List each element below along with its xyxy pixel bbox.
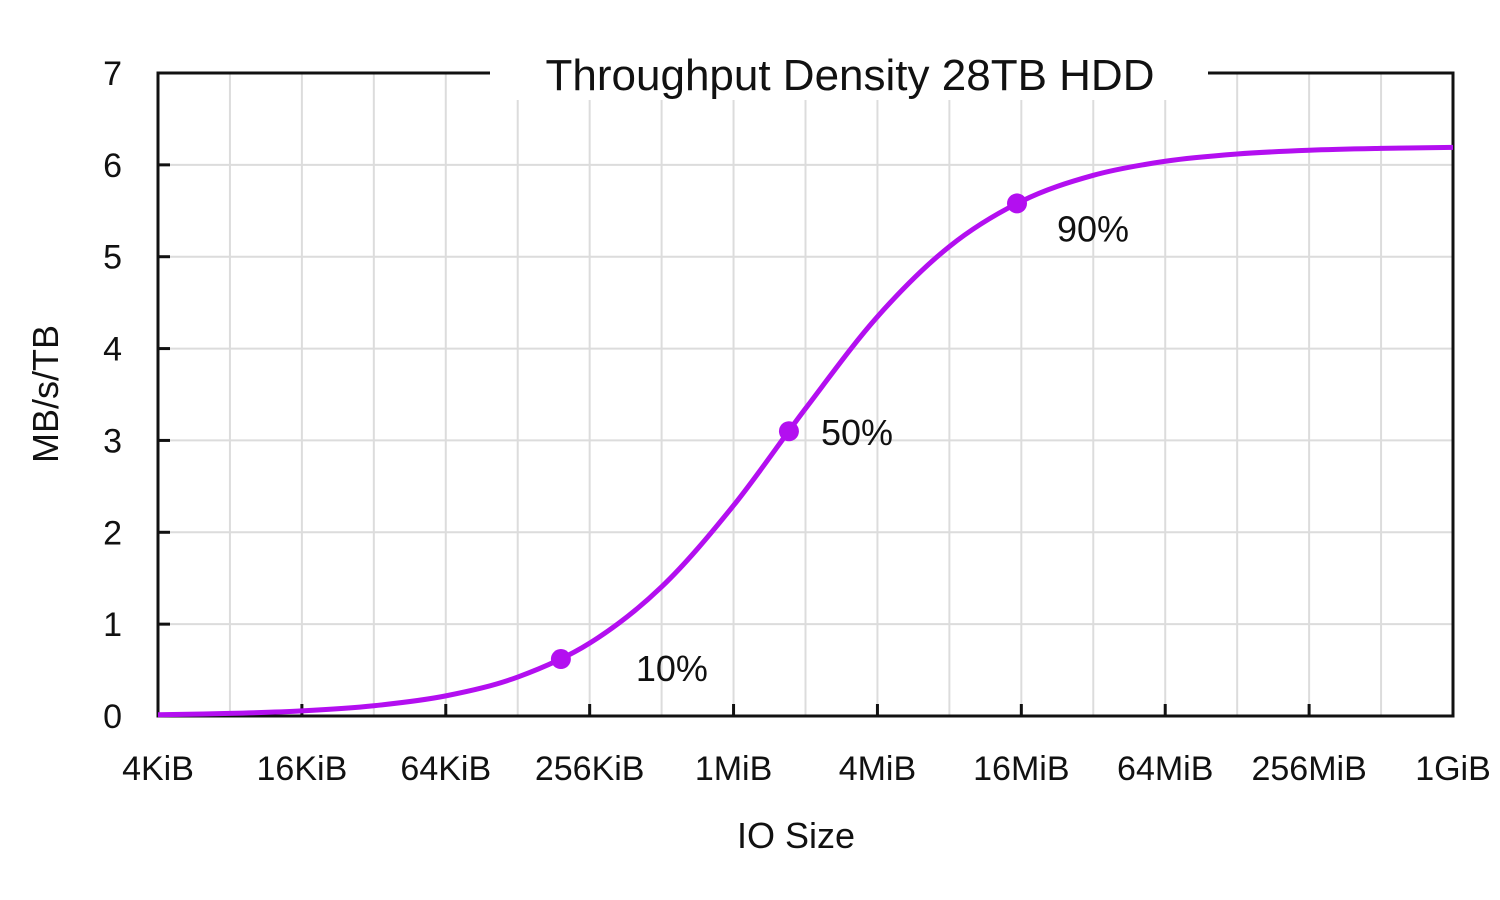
series [157,144,1454,718]
marker-label: 10% [636,648,708,689]
grid [158,73,1453,716]
marker-point [1006,193,1027,214]
x-tick-label: 4MiB [839,750,916,788]
y-axis-label: MB/s/TB [25,325,66,463]
y-tick-label: 6 [103,147,122,185]
x-tick-label: 256MiB [1251,750,1366,788]
y-tick-label: 4 [103,331,122,369]
y-tick-label: 0 [103,698,122,736]
x-tick-label: 16KiB [257,750,348,788]
marker-label: 50% [821,412,893,453]
y-tick-label: 7 [103,55,122,93]
x-tick-label: 16MiB [973,750,1069,788]
title-background [490,50,1208,100]
x-tick-label: 1MiB [695,750,772,788]
y-tick-label: 2 [103,514,122,552]
x-tick-label: 64KiB [400,750,491,788]
series-line [157,144,1454,718]
y-tick-label: 5 [103,239,122,277]
x-axis-label: IO Size [737,815,855,856]
x-tick-label: 1GiB [1415,750,1491,788]
x-tick-label: 4KiB [122,750,194,788]
axis-ticks: 0 1 2 3 4 5 6 7 4KiB 16KiB 64KiB 256KiB 1MiB 4MiB 16Mi… [103,55,1491,788]
x-tick-label: 256KiB [535,750,645,788]
markers: 10% 50% 90% [550,193,1129,689]
marker-point [778,421,799,442]
marker-point [550,649,571,670]
chart-title: Throughput Density 28TB HDD [546,51,1155,100]
y-tick-label: 1 [103,606,122,644]
y-tick-label: 3 [103,422,122,460]
marker-label: 90% [1057,208,1129,249]
x-tick-label: 64MiB [1117,750,1213,788]
